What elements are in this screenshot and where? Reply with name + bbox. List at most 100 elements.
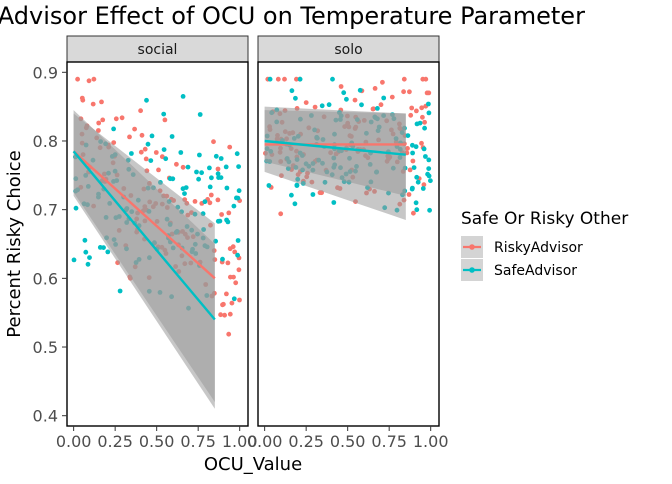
point-safeadvisor bbox=[410, 185, 415, 191]
point-riskyadvisor bbox=[411, 210, 416, 216]
point-safeadvisor bbox=[169, 134, 175, 139]
point-safeadvisor bbox=[182, 191, 187, 197]
point-safeadvisor bbox=[231, 203, 237, 209]
point-safeadvisor bbox=[428, 178, 433, 184]
point-safeadvisor bbox=[220, 256, 225, 262]
point-safeadvisor bbox=[161, 111, 167, 117]
strip-label-solo: solo bbox=[334, 42, 362, 58]
point-safeadvisor bbox=[202, 199, 208, 205]
point-safeadvisor bbox=[180, 94, 186, 99]
point-riskyadvisor bbox=[174, 161, 179, 167]
point-safeadvisor bbox=[420, 186, 426, 191]
ci-ribbon-safeadvisor bbox=[264, 106, 406, 220]
point-riskyadvisor bbox=[401, 89, 406, 95]
x-tick-label: 0.25 bbox=[97, 432, 133, 451]
point-safeadvisor bbox=[357, 87, 363, 93]
legend-key-safe bbox=[461, 259, 483, 281]
point-safeadvisor bbox=[266, 183, 272, 188]
point-safeadvisor bbox=[234, 195, 239, 201]
point-safeadvisor bbox=[83, 249, 89, 255]
x-axis-social: 0.00 0.25 0.50 0.75 1.00 bbox=[56, 426, 258, 451]
point-safeadvisor bbox=[427, 207, 432, 213]
point-riskyadvisor bbox=[180, 164, 186, 170]
point-riskyadvisor bbox=[378, 102, 384, 108]
point-safeadvisor bbox=[289, 192, 294, 198]
point-safeadvisor bbox=[85, 261, 91, 267]
point-riskyadvisor bbox=[282, 76, 287, 82]
point-safeadvisor bbox=[144, 97, 149, 103]
point-safeadvisor bbox=[413, 144, 419, 150]
legend-label-risky: RiskyAdvisor bbox=[494, 240, 583, 256]
point-safeadvisor bbox=[225, 219, 231, 225]
point-safeadvisor bbox=[234, 151, 240, 157]
point-riskyadvisor bbox=[219, 212, 225, 217]
point-safeadvisor bbox=[223, 164, 229, 170]
x-tick-label: 0.25 bbox=[288, 432, 324, 451]
point-safeadvisor bbox=[414, 174, 420, 180]
point-safeadvisor bbox=[359, 102, 364, 108]
point-safeadvisor bbox=[235, 238, 241, 243]
point-riskyadvisor bbox=[96, 128, 101, 133]
x-tick-label: 0.75 bbox=[180, 432, 216, 451]
point-safeadvisor bbox=[213, 153, 219, 159]
point-safeadvisor bbox=[319, 103, 325, 109]
point-safeadvisor bbox=[178, 150, 184, 155]
point-safeadvisor bbox=[294, 182, 300, 188]
legend-title: Safe Or Risky Other bbox=[461, 209, 628, 229]
x-tick-label: 0.50 bbox=[330, 432, 366, 451]
point-riskyadvisor bbox=[401, 76, 407, 82]
point-safeadvisor bbox=[217, 218, 223, 224]
point-riskyadvisor bbox=[79, 95, 85, 101]
plot-area-solo bbox=[263, 76, 433, 220]
point-riskyadvisor bbox=[119, 115, 125, 121]
point-riskyadvisor bbox=[232, 249, 238, 255]
point-riskyadvisor bbox=[371, 106, 376, 112]
point-riskyadvisor bbox=[231, 274, 236, 280]
x-axis-solo: 0.00 0.25 0.50 0.75 1.00 bbox=[247, 426, 449, 451]
point-safeadvisor bbox=[236, 188, 242, 194]
point-riskyadvisor bbox=[420, 114, 425, 120]
point-riskyadvisor bbox=[215, 166, 221, 172]
y-tick-label: 0.6 bbox=[33, 269, 58, 288]
point-safeadvisor bbox=[180, 186, 186, 192]
point-riskyadvisor bbox=[380, 79, 385, 85]
point-riskyadvisor bbox=[91, 76, 97, 82]
point-riskyadvisor bbox=[414, 108, 419, 114]
point-riskyadvisor bbox=[419, 140, 424, 146]
point-riskyadvisor bbox=[405, 146, 410, 151]
point-safeadvisor bbox=[344, 96, 349, 102]
point-safeadvisor bbox=[117, 288, 123, 294]
point-safeadvisor bbox=[310, 192, 316, 197]
point-safeadvisor bbox=[405, 133, 411, 139]
point-safeadvisor bbox=[185, 164, 191, 170]
point-safeadvisor bbox=[236, 164, 242, 170]
point-riskyadvisor bbox=[236, 267, 242, 273]
point-riskyadvisor bbox=[233, 280, 239, 286]
fit-line-riskyadvisor bbox=[72, 150, 216, 280]
x-tick-label: 0.00 bbox=[56, 432, 92, 451]
chart-title: Risky Advisor Effect of OCU on Temperatu… bbox=[0, 2, 585, 30]
point-safeadvisor bbox=[196, 176, 202, 182]
point-riskyadvisor bbox=[237, 297, 242, 303]
x-tick-label: 1.00 bbox=[413, 432, 449, 451]
y-tick-label: 0.7 bbox=[33, 201, 58, 220]
point-riskyadvisor bbox=[207, 200, 213, 206]
point-riskyadvisor bbox=[138, 149, 144, 155]
point-safeadvisor bbox=[161, 147, 167, 153]
point-riskyadvisor bbox=[162, 117, 168, 123]
point-safeadvisor bbox=[87, 255, 92, 260]
point-safeadvisor bbox=[293, 95, 298, 101]
point-riskyadvisor bbox=[99, 99, 104, 105]
x-axis-title: OCU_Value bbox=[204, 454, 302, 475]
point-riskyadvisor bbox=[208, 192, 214, 198]
y-axis: 0.4 0.5 0.6 0.7 0.8 0.9 bbox=[33, 63, 67, 426]
point-safeadvisor bbox=[207, 165, 212, 171]
point-safeadvisor bbox=[426, 110, 432, 116]
point-riskyadvisor bbox=[226, 210, 232, 216]
ci-ribbon-safeadvisor bbox=[73, 110, 215, 409]
point-safeadvisor bbox=[330, 76, 335, 82]
point-riskyadvisor bbox=[294, 76, 299, 82]
point-riskyadvisor bbox=[75, 76, 80, 82]
point-safeadvisor bbox=[375, 106, 380, 111]
